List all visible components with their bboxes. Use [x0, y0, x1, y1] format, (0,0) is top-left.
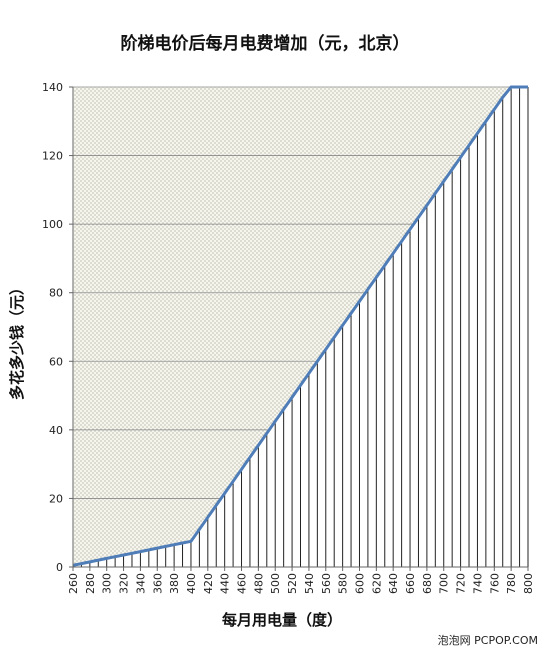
y-tick-140: 140	[42, 81, 63, 94]
x-tick-440: 440	[219, 573, 232, 594]
y-tick-80: 80	[49, 287, 63, 300]
y-tick-100: 100	[42, 218, 63, 231]
y-tick-40: 40	[49, 424, 63, 437]
x-tick-280: 280	[84, 573, 97, 594]
x-tick-680: 680	[421, 573, 434, 594]
y-tick-labels: 0 20 40 60 80 100 120 140	[42, 81, 73, 574]
x-tick-300: 300	[101, 573, 114, 594]
x-tick-600: 600	[354, 573, 367, 594]
x-tick-760: 760	[488, 573, 501, 594]
x-tick-520: 520	[286, 573, 299, 594]
x-tick-660: 660	[404, 573, 417, 594]
y-tick-60: 60	[49, 355, 63, 368]
x-axis-title: 每月用电量（度）	[222, 611, 342, 629]
x-tick-480: 480	[252, 573, 265, 594]
axes	[72, 87, 528, 568]
area-hatch	[72, 87, 529, 567]
y-tick-120: 120	[42, 150, 63, 163]
series-line	[72, 85, 528, 567]
watermark: 泡泡网 PCPOP.COM	[438, 633, 538, 647]
x-tick-500: 500	[269, 573, 282, 594]
x-tick-360: 360	[151, 573, 164, 594]
y-tick-20: 20	[49, 492, 63, 505]
x-tick-260: 260	[67, 573, 80, 594]
x-tick-780: 780	[505, 573, 518, 594]
x-tick-460: 460	[236, 573, 249, 594]
x-tick-560: 560	[320, 573, 333, 594]
x-tick-320: 320	[118, 573, 131, 594]
x-tick-580: 580	[337, 573, 350, 594]
x-tick-400: 400	[185, 573, 198, 594]
y-axis-title: 多花多少钱（元）	[8, 280, 26, 400]
x-tick-540: 540	[303, 573, 316, 594]
x-tick-740: 740	[471, 573, 484, 594]
x-tick-380: 380	[168, 573, 181, 594]
x-tick-420: 420	[202, 573, 215, 594]
area-fill	[73, 87, 528, 567]
y-tick-0: 0	[56, 561, 63, 574]
x-tick-340: 340	[134, 573, 147, 594]
x-tick-720: 720	[455, 573, 468, 594]
x-tick-620: 620	[370, 573, 383, 594]
chart-title: 阶梯电价后每月电费增加（元，北京）	[121, 33, 410, 54]
x-tick-800: 800	[522, 573, 535, 594]
x-tick-700: 700	[438, 573, 451, 594]
x-tick-labels: 260 280 300 320 340 360 380 400 420 440 460 480 500 5…	[67, 567, 535, 594]
x-tick-640: 640	[387, 573, 400, 594]
